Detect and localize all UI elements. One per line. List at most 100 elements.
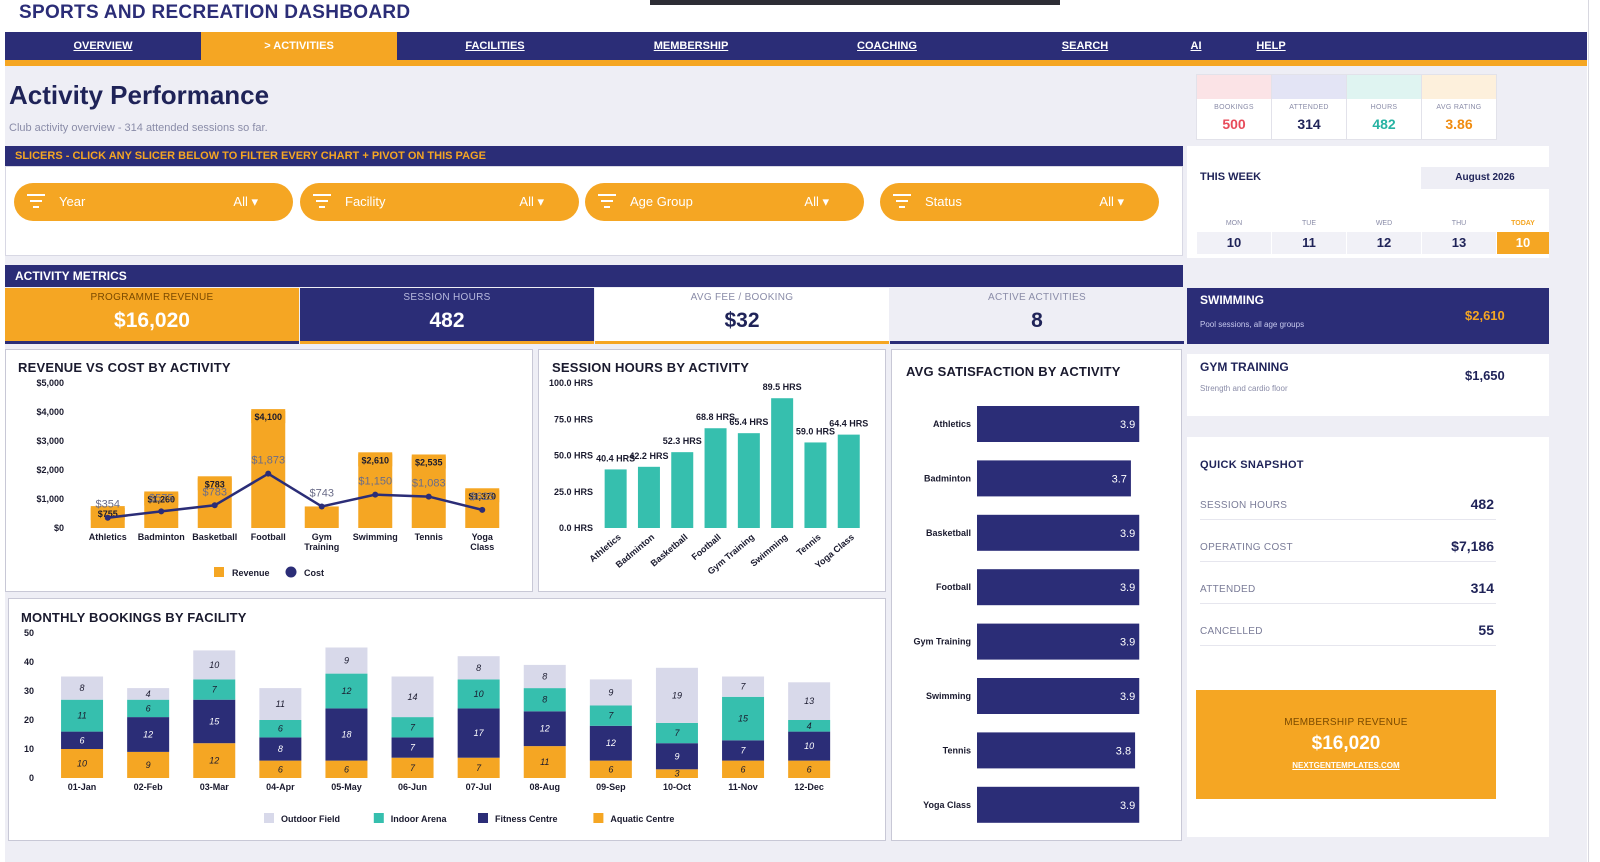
bookings-segment (325, 673, 368, 709)
segment-data-label: 9 (608, 687, 613, 697)
x-tick-label: 05-May (331, 782, 362, 792)
session-hours-card: SESSION HOURS BY ACTIVITY 100.0 HRS 75.0 … (538, 349, 886, 592)
slicer-age-group[interactable]: Age Group All ▾ (585, 183, 864, 221)
segment-data-label: 10 (77, 759, 87, 769)
cost-data-label: $354 (96, 499, 120, 511)
revenue-data-label: $755 (98, 509, 118, 519)
legend-label: Indoor Arena (391, 814, 448, 824)
cost-point (479, 506, 486, 513)
bookings-segment (589, 705, 632, 726)
legend-label: Cost (304, 568, 324, 578)
snapshot-value: 482 (1470, 496, 1494, 512)
metric-avg-fee: AVG FEE / BOOKING $32 (595, 288, 889, 344)
kpi-value: 314 (1297, 116, 1321, 132)
y-tick-label: $2,000 (36, 465, 64, 475)
segment-data-label: 8 (278, 744, 283, 754)
satisfaction-bar (977, 569, 1140, 606)
nav-facilities[interactable]: FACILITIES (465, 40, 525, 52)
bookings-segment (589, 679, 632, 706)
day-today[interactable]: TODAY 10 (1497, 216, 1549, 254)
day-date: 12 (1347, 232, 1421, 254)
bookings-segment (523, 746, 566, 778)
segment-data-label: 9 (344, 656, 349, 666)
y-tick-label: 20 (24, 715, 34, 725)
nav-membership[interactable]: MEMBERSHIP (653, 40, 729, 52)
metric-label: ACTIVE ACTIVITIES (988, 292, 1086, 303)
activity-card-gym-training[interactable]: GYM TRAINING Strength and cardio floor $… (1187, 354, 1549, 416)
segment-data-label: 8 (80, 683, 85, 693)
satisfaction-bar (977, 460, 1131, 497)
bookings-segment (457, 656, 500, 680)
segment-data-label: 7 (741, 682, 747, 692)
bookings-segment (655, 743, 698, 770)
cost-point (425, 493, 432, 500)
satisfaction-bar (977, 732, 1136, 769)
slicer-status[interactable]: Status All ▾ (880, 183, 1159, 221)
snapshot-label: SESSION HOURS (1200, 500, 1288, 511)
day-tue[interactable]: TUE 11 (1272, 216, 1346, 254)
slicer-value: All ▾ (233, 194, 258, 209)
y-tick-label: 40 (24, 657, 34, 667)
cost-point (211, 502, 218, 509)
membership-revenue-box: MEMBERSHIP REVENUE $16,020 NEXTGENTEMPLA… (1196, 690, 1496, 799)
satisfaction-bar (977, 786, 1140, 823)
x-tick-label: Athletics (89, 532, 127, 542)
chart-title: SESSION HOURS BY ACTIVITY (552, 360, 750, 375)
slicer-value: All ▾ (1099, 194, 1124, 209)
satisfaction-bar (977, 623, 1140, 660)
bookings-segment (391, 757, 434, 778)
revenue-vs-cost-card: REVENUE VS COST BY ACTIVITY $5,000 $4,000… (5, 349, 533, 592)
activity-card-swimming[interactable]: SWIMMING Pool sessions, all age groups $… (1187, 288, 1549, 344)
membership-label: MEMBERSHIP REVENUE (1284, 717, 1408, 728)
nav-coaching[interactable]: COACHING (857, 40, 917, 52)
bookings-segment (788, 682, 831, 720)
activity-name: GYM TRAINING (1200, 360, 1289, 374)
segment-data-label: 7 (410, 763, 416, 773)
nav-help[interactable]: HELP (1256, 40, 1286, 52)
segment-data-label: 10 (474, 689, 484, 699)
nav-overview[interactable]: OVERVIEW (73, 40, 133, 52)
nav-search[interactable]: SEARCH (1061, 40, 1109, 52)
bookings-segment (193, 699, 236, 744)
x-tick-label: 08-Aug (529, 782, 560, 792)
segment-data-label: 6 (344, 764, 349, 774)
y-tick-label: 100.0 HRS (549, 378, 593, 388)
snapshot-value: 55 (1478, 622, 1494, 638)
main-nav: OVERVIEW > ACTIVITIES FACILITIES MEMBERS… (5, 32, 1587, 60)
nav-ai[interactable]: AI (1190, 40, 1202, 52)
satisfaction-chart: Athletics 3.9 Badminton 3.7 Basketball 3.9 Foo… (913, 406, 1140, 823)
slicer-facility[interactable]: Facility All ▾ (300, 183, 579, 221)
bookings-segment (259, 688, 302, 720)
hours-data-label: 64.4 HRS (829, 419, 868, 429)
segment-data-label: 7 (608, 711, 614, 721)
slicer-header: SLICERS - CLICK ANY SLICER BELOW TO FILT… (5, 146, 1183, 166)
satisfaction-card: AVG SATISFACTION BY ACTIVITY Athletics 3.… (891, 349, 1182, 841)
hours-data-label: 59.0 HRS (796, 426, 835, 436)
template-link[interactable]: NEXTGENTEMPLATES.COM (1292, 761, 1400, 770)
bookings-segment (127, 751, 170, 778)
day-name: WED (1375, 220, 1393, 227)
bookings-segment (457, 757, 500, 778)
bookings-segment (259, 760, 302, 778)
legend-label: Revenue (232, 568, 270, 578)
cost-data-label: $575 (149, 492, 173, 504)
segment-data-label: 3 (674, 769, 679, 779)
kpi-label: HOURS (1370, 104, 1398, 111)
activity-value: $2,610 (1465, 308, 1505, 323)
revenue-label-bg (144, 493, 179, 506)
day-name: MON (1225, 220, 1243, 227)
slicer-label: Year (59, 194, 86, 209)
x-tick-label: Tennis (795, 532, 823, 558)
segment-data-label: 8 (542, 672, 547, 682)
x-tick-label: 06-Jun (398, 782, 427, 792)
snapshot-row: OPERATING COST $7,186 (1200, 534, 1496, 562)
day-wed[interactable]: WED 12 (1347, 216, 1421, 254)
nav-activities[interactable]: > ACTIVITIES (201, 32, 397, 60)
slicer-label: Status (925, 194, 962, 209)
day-thu[interactable]: THU 13 (1422, 216, 1496, 254)
kpi-hours: HOURS 482 (1346, 74, 1422, 140)
satisfaction-data-label: 3.9 (1120, 582, 1135, 594)
x-tick-label: Gym (312, 532, 332, 542)
slicer-year[interactable]: Year All ▾ (14, 183, 293, 221)
day-mon[interactable]: MON 10 (1197, 216, 1271, 254)
